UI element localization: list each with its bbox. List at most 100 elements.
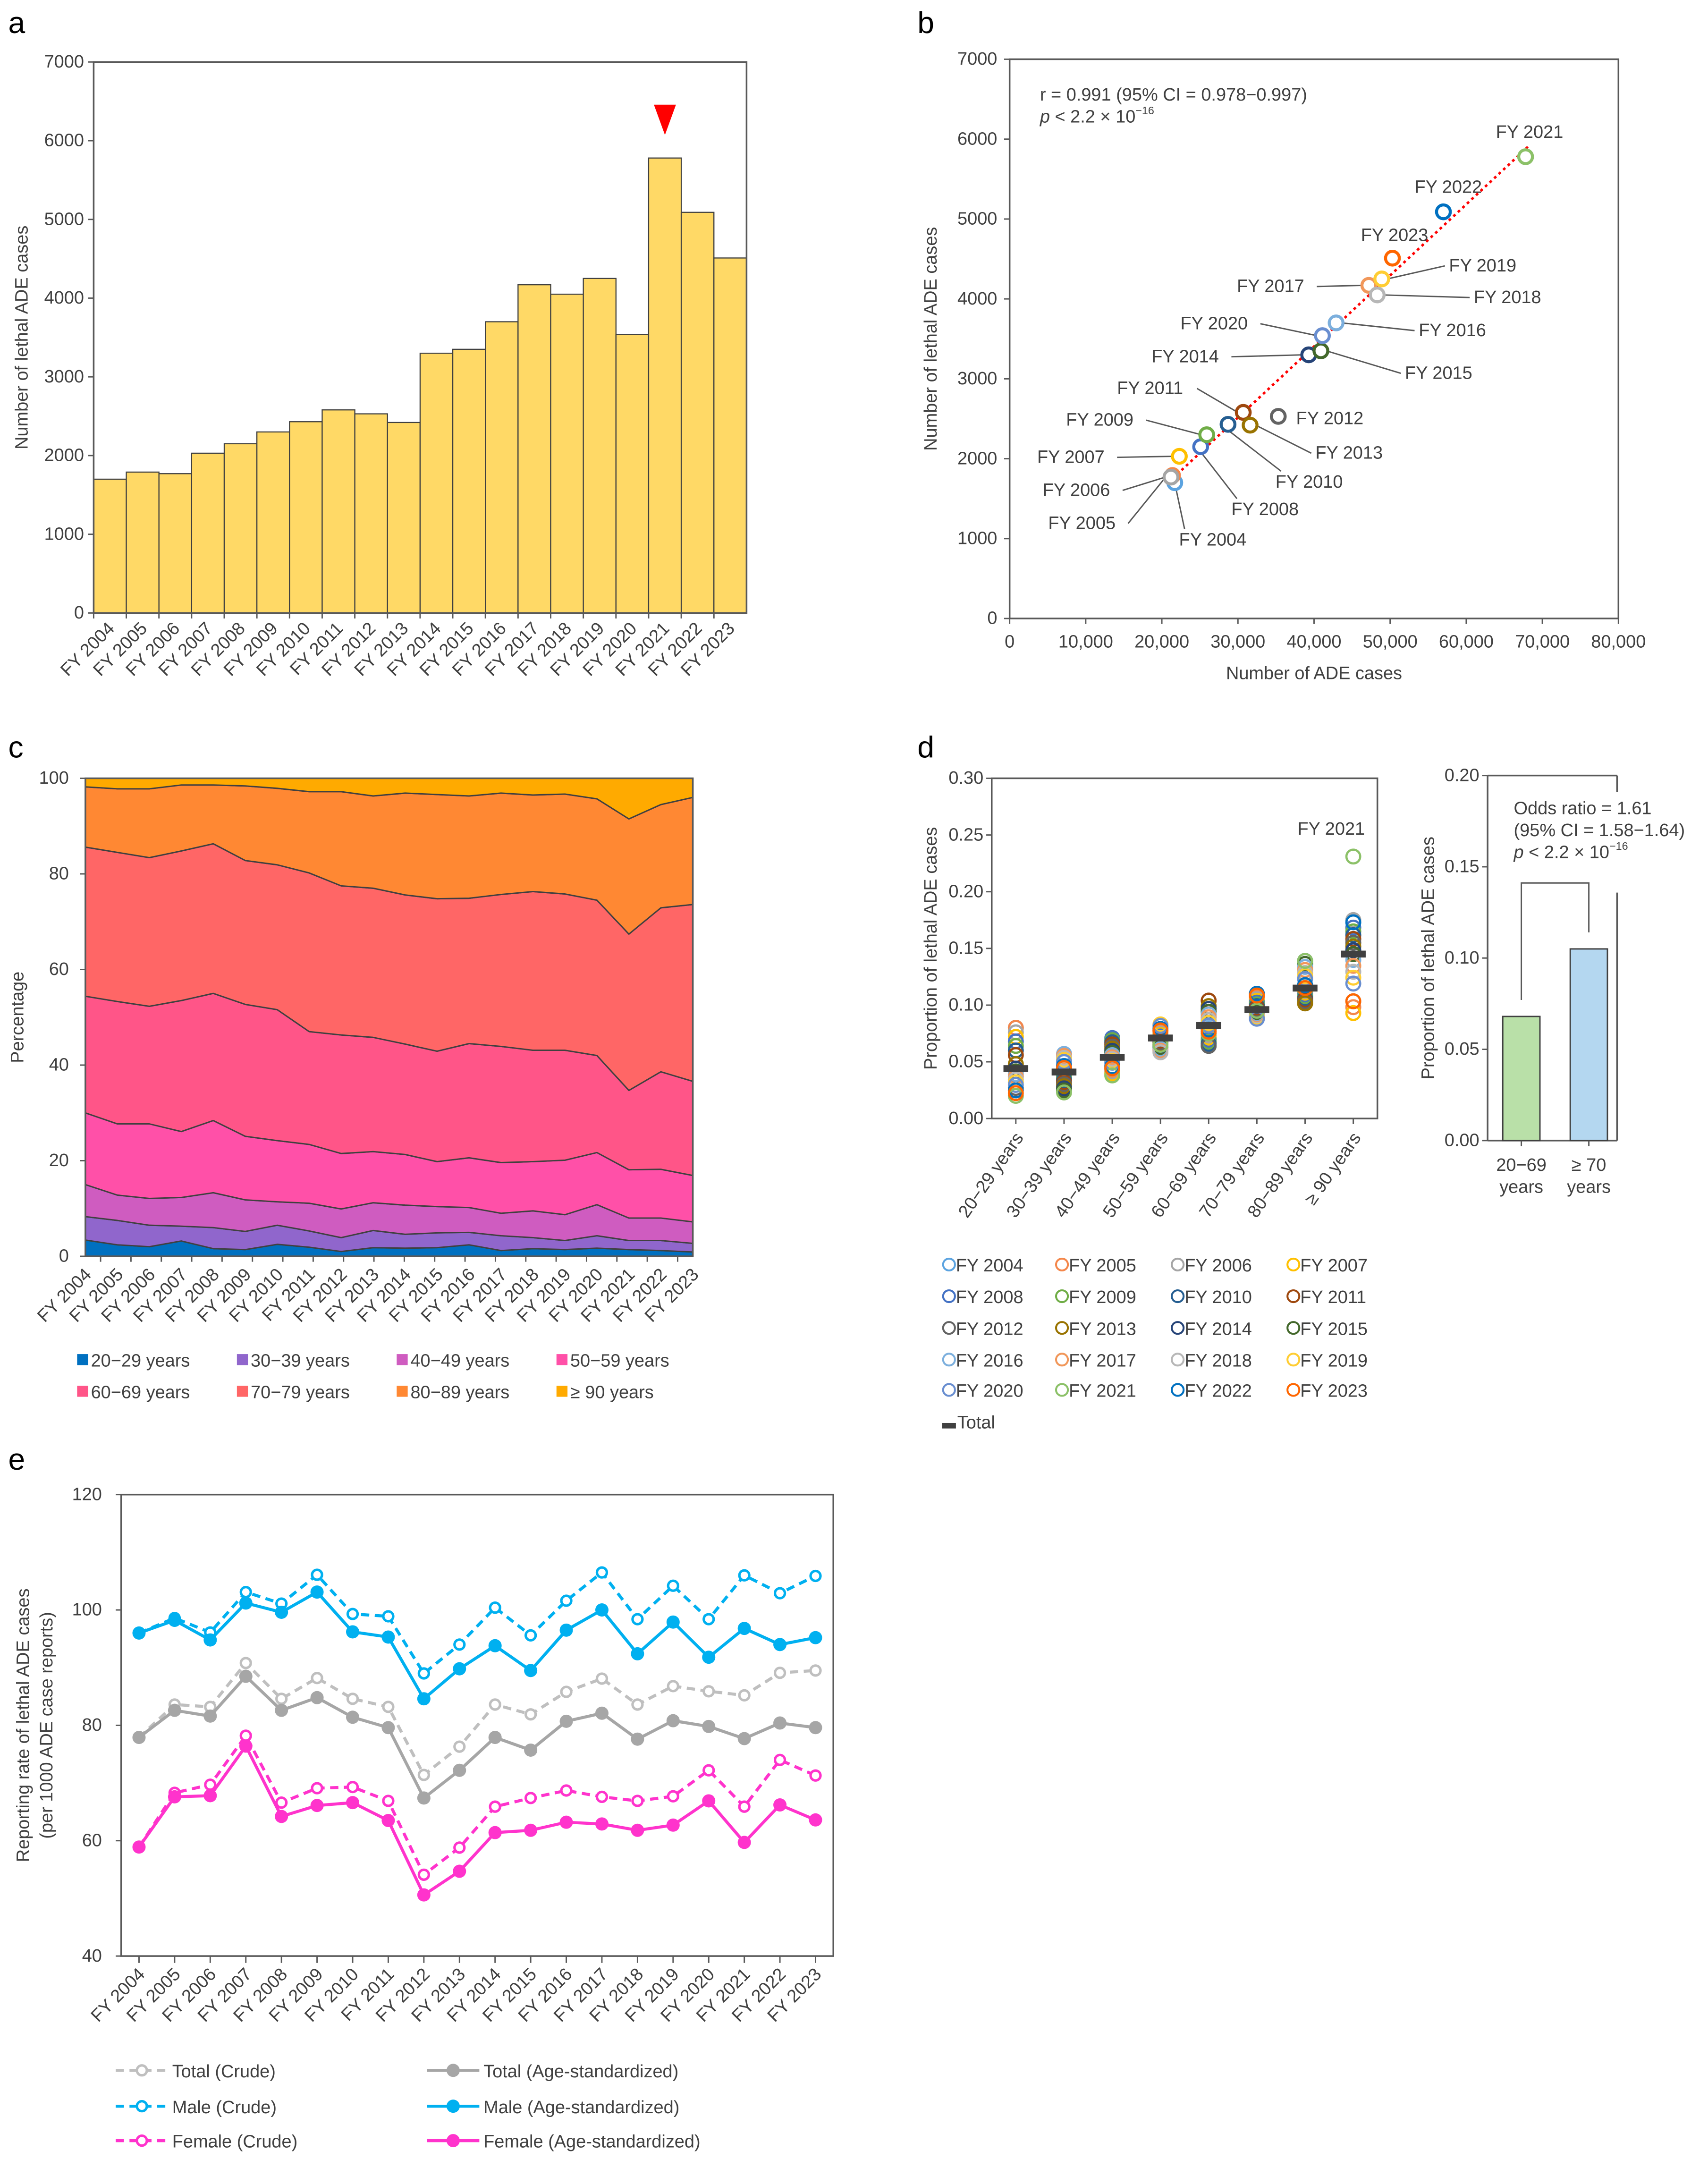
series-marker (524, 1708, 537, 1721)
legend-item: FY 2007 (1286, 1256, 1368, 1276)
series-marker (239, 1729, 252, 1742)
year-point (1152, 1044, 1169, 1060)
legend-item: 50−59 years (556, 1351, 669, 1371)
legend-label: FY 2012 (956, 1319, 1023, 1339)
data-point (1234, 404, 1252, 421)
y-tick-label: 0 (987, 609, 997, 628)
year-point (1007, 1085, 1024, 1101)
point-label: FY 2007 (1037, 447, 1105, 467)
point-label: FY 2014 (1151, 347, 1219, 366)
y-tick-label: 6000 (44, 131, 84, 151)
legend-item: Female (Crude) (116, 2132, 297, 2152)
series-marker (381, 1721, 395, 1735)
panel-label: d (917, 730, 934, 764)
point-label: FY 2011 (1117, 378, 1183, 398)
p-exponent: −16 (1135, 104, 1154, 117)
year-point (1345, 964, 1361, 980)
x-tick-label: years (1499, 1177, 1543, 1197)
y-tick-label: 0.30 (948, 768, 983, 788)
year-point (1345, 1005, 1361, 1021)
p-symbol: p (1514, 843, 1524, 863)
x-tick-label: 0 (1005, 632, 1015, 652)
data-point (1328, 314, 1345, 331)
bar (321, 409, 355, 614)
legend-label: 40−49 years (410, 1351, 509, 1371)
legend-marker-icon (135, 2064, 148, 2077)
series-marker (346, 1625, 360, 1639)
correlation-stats: r = 0.991 (95% CI = 0.978−0.997) (1040, 85, 1307, 105)
y-tick-label: 80 (82, 1715, 102, 1735)
series-marker (203, 1789, 217, 1803)
data-point (1314, 327, 1331, 344)
odds-ratio-text: Odds ratio = 1.61 (1514, 798, 1652, 818)
series-marker (132, 1626, 146, 1640)
legend-swatch (77, 1386, 88, 1397)
series-marker (310, 1585, 324, 1599)
y-tick-label: 0.00 (1445, 1131, 1480, 1151)
series-marker (524, 1629, 537, 1642)
legend-circle-icon (1286, 1289, 1301, 1304)
legend-label: FY 2015 (1300, 1319, 1368, 1339)
series-marker (453, 1662, 466, 1676)
year-point (1345, 975, 1361, 992)
leader-line (1260, 323, 1317, 337)
series-marker (382, 1610, 395, 1623)
series-marker (702, 1764, 715, 1777)
series-marker (132, 1840, 146, 1854)
series-marker (773, 1753, 786, 1766)
bar (191, 452, 225, 614)
data-point (1369, 286, 1386, 304)
legend-swatch (237, 1354, 248, 1365)
year-point (1249, 987, 1265, 1004)
series-marker (275, 1605, 288, 1619)
bar (583, 278, 617, 614)
legend-label: 30−39 years (251, 1351, 350, 1371)
y-axis-label: Number of lethal ADE cases (12, 226, 32, 449)
legend-item: 20−29 years (77, 1351, 190, 1371)
legend-circle-icon (1286, 1257, 1301, 1272)
legend-label: 20−29 years (91, 1351, 190, 1371)
series-marker (524, 1823, 538, 1837)
legend-label: FY 2018 (1184, 1351, 1252, 1371)
legend-label: Total (Crude) (172, 2062, 276, 2082)
legend-item: FY 2009 (1055, 1287, 1136, 1307)
series-marker (382, 1795, 395, 1807)
series-marker (489, 1601, 501, 1614)
legend-label: Total (957, 1413, 995, 1433)
series-marker (773, 1587, 786, 1600)
legend-circle-icon (1055, 1257, 1069, 1272)
panel-label: a (8, 6, 25, 40)
legend-label: FY 2008 (956, 1287, 1023, 1307)
series-marker (738, 1800, 751, 1813)
bar (485, 321, 519, 614)
year-point (1007, 1077, 1024, 1093)
data-point (1198, 426, 1215, 443)
y-tick-label: 0.15 (1445, 857, 1480, 877)
series-marker (738, 1689, 751, 1702)
point-label: FY 2012 (1296, 409, 1364, 429)
bar (713, 257, 747, 614)
total-marker (1003, 1065, 1029, 1072)
series-marker (773, 1667, 786, 1679)
series-marker (275, 1703, 288, 1717)
y-tick-label: 3000 (44, 367, 84, 387)
legend-item: FY 2017 (1055, 1351, 1136, 1371)
series-marker (595, 1706, 609, 1720)
legend-swatch (556, 1354, 568, 1365)
legend-swatch (397, 1354, 408, 1365)
year-point (1104, 1067, 1120, 1084)
y-tick-label: 60 (49, 959, 69, 979)
series-marker (524, 1743, 538, 1757)
ci-text: (95% CI = 1.58−1.64) (1514, 821, 1685, 840)
bar (93, 478, 127, 614)
legend-circle-icon (942, 1289, 956, 1304)
point-label: FY 2018 (1474, 288, 1541, 307)
y-axis-label: (per 1000 ADE case reports) (37, 1612, 57, 1839)
legend-circle-icon (942, 1257, 956, 1272)
legend-label: 60−69 years (91, 1382, 190, 1402)
legend-swatch (77, 1354, 88, 1365)
